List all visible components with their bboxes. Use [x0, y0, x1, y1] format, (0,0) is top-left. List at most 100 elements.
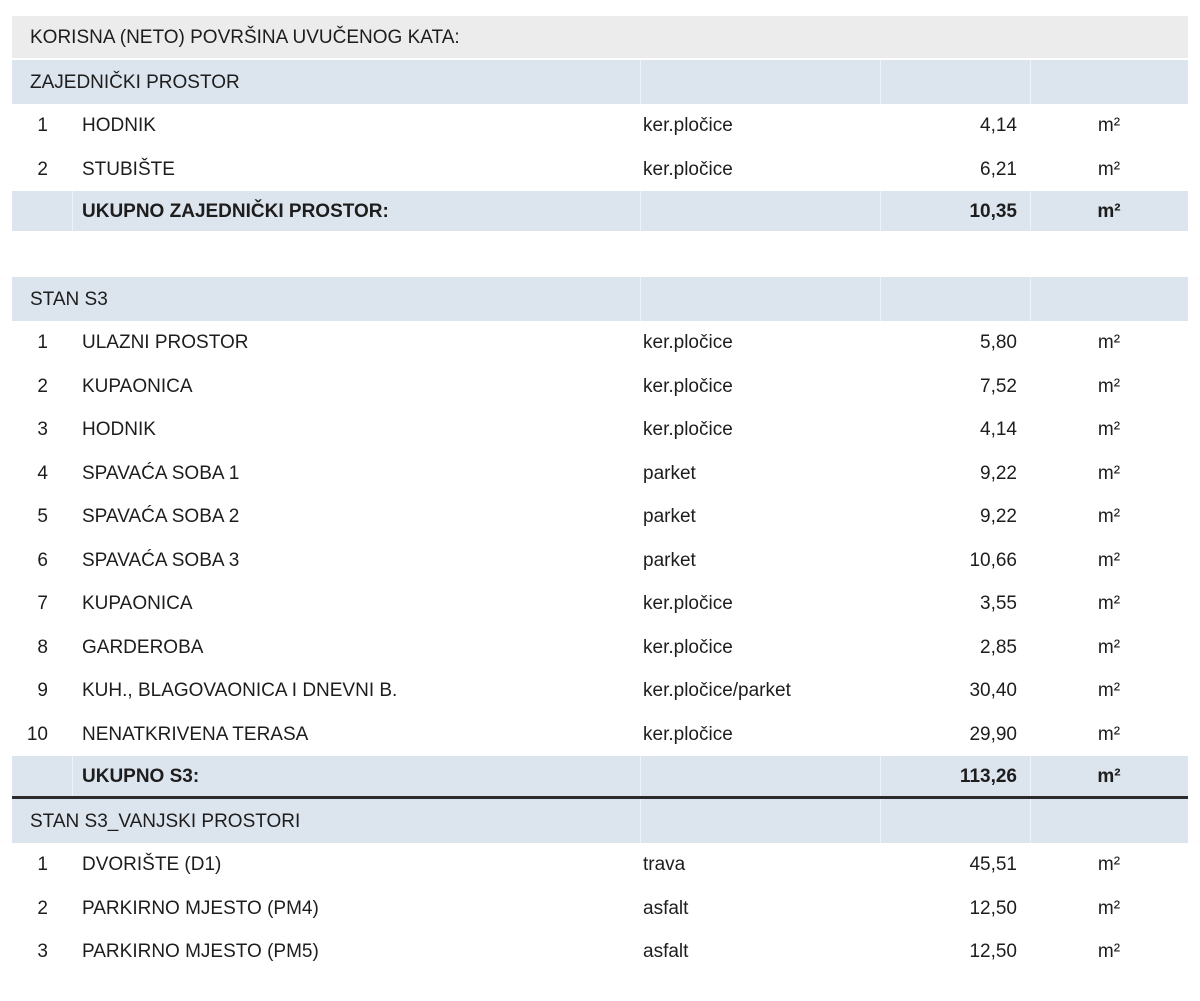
table-row: 1 HODNIK ker.pločice 4,14 m² [12, 104, 1188, 148]
row-number-cell: 5 [37, 506, 48, 528]
column-divider [880, 60, 881, 104]
unit-cell: m² [1097, 854, 1121, 876]
unit-cell: m² [1097, 636, 1121, 658]
area-value-cell: 4,14 [980, 115, 1017, 137]
row-number-cell: 9 [37, 680, 48, 702]
table-title-row: KORISNA (NETO) POVRŠINA UVUČENOG KATA: [12, 16, 1188, 58]
material-cell: asfalt [643, 897, 689, 919]
material-cell: parket [643, 549, 696, 571]
room-name-cell: KUPAONICA [82, 375, 193, 397]
column-divider [640, 191, 641, 231]
unit-cell: m² [1097, 897, 1121, 919]
section-header-row: STAN S3_VANJSKI PROSTORI [12, 799, 1188, 843]
area-specification-table: KORISNA (NETO) POVRŠINA UVUČENOG KATA: Z… [12, 16, 1188, 974]
row-number-cell: 4 [37, 462, 48, 484]
row-number-cell: 2 [37, 375, 48, 397]
unit-cell: m² [1097, 332, 1121, 354]
area-value-cell: 10,66 [969, 549, 1017, 571]
material-cell: ker.pločice/parket [643, 680, 791, 702]
area-value-cell: 6,21 [980, 158, 1017, 180]
column-divider [640, 277, 641, 321]
unit-cell: m² [1097, 462, 1121, 484]
table-row: 9 KUH., BLAGOVAONICA I DNEVNI B. ker.ploči… [12, 669, 1188, 713]
unit-cell: m² [1097, 158, 1121, 180]
material-cell: parket [643, 506, 696, 528]
area-value-cell: 3,55 [980, 593, 1017, 615]
material-cell: ker.pločice [643, 636, 733, 658]
section-header-label: STAN S3 [30, 288, 108, 310]
column-divider [1030, 60, 1031, 104]
area-value-cell: 45,51 [969, 854, 1017, 876]
row-number-cell: 1 [37, 332, 48, 354]
material-cell: ker.pločice [643, 419, 733, 441]
section-total-row: UKUPNO S3: 113,26 m² [12, 756, 1188, 799]
table-row: 7 KUPAONICA ker.pločice 3,55 m² [12, 582, 1188, 626]
column-divider [640, 60, 641, 104]
column-divider [1030, 799, 1031, 843]
row-number-cell: 1 [37, 115, 48, 137]
table-row: 3 PARKIRNO MJESTO (PM5) asfalt 12,50 m² [12, 930, 1188, 974]
room-name-cell: SPAVAĆA SOBA 2 [82, 506, 240, 528]
total-label-cell: UKUPNO ZAJEDNIČKI PROSTOR: [82, 200, 389, 222]
unit-cell: m² [1097, 375, 1121, 397]
material-cell: ker.pločice [643, 593, 733, 615]
room-name-cell: HODNIK [82, 419, 156, 441]
table-row: 6 SPAVAĆA SOBA 3 parket 10,66 m² [12, 539, 1188, 583]
table-sections: ZAJEDNIČKI PROSTOR 1 HODNIK ker.pločice 4,14… [12, 60, 1188, 974]
section-header-row: ZAJEDNIČKI PROSTOR [12, 60, 1188, 104]
table-row: 4 SPAVAĆA SOBA 1 parket 9,22 m² [12, 452, 1188, 496]
table-row: 10 NENATKRIVENA TERASA ker.pločice 29,90 m² [12, 713, 1188, 757]
column-divider [880, 277, 881, 321]
area-value-cell: 7,52 [980, 375, 1017, 397]
unit-cell: m² [1097, 941, 1121, 963]
row-number-cell: 6 [37, 549, 48, 571]
room-name-cell: STUBIŠTE [82, 158, 175, 180]
room-name-cell: KUH., BLAGOVAONICA I DNEVNI B. [82, 680, 398, 702]
area-value-cell: 9,22 [980, 462, 1017, 484]
column-divider [1030, 277, 1031, 321]
material-cell: parket [643, 462, 696, 484]
column-divider [880, 799, 881, 843]
table-row: 5 SPAVAĆA SOBA 2 parket 9,22 m² [12, 495, 1188, 539]
section-header-label: ZAJEDNIČKI PROSTOR [30, 71, 240, 93]
unit-cell: m² [1097, 419, 1121, 441]
row-number-cell: 2 [37, 158, 48, 180]
area-value-cell: 4,14 [980, 419, 1017, 441]
table-row: 1 DVORIŠTE (D1) trava 45,51 m² [12, 843, 1188, 887]
row-number-cell: 2 [37, 897, 48, 919]
material-cell: asfalt [643, 941, 689, 963]
room-name-cell: SPAVAĆA SOBA 1 [82, 462, 240, 484]
area-value-cell: 30,40 [969, 680, 1017, 702]
unit-cell: m² [1097, 115, 1121, 137]
material-cell: ker.pločice [643, 332, 733, 354]
area-value-cell: 2,85 [980, 636, 1017, 658]
room-name-cell: SPAVAĆA SOBA 3 [82, 549, 240, 571]
total-unit-cell: m² [1097, 200, 1121, 222]
table-row: 8 GARDEROBA ker.pločice 2,85 m² [12, 626, 1188, 670]
room-name-cell: DVORIŠTE (D1) [82, 854, 222, 876]
table-row: 3 HODNIK ker.pločice 4,14 m² [12, 408, 1188, 452]
area-value-cell: 29,90 [969, 723, 1017, 745]
table-row: 2 STUBIŠTE ker.pločice 6,21 m² [12, 148, 1188, 192]
room-name-cell: GARDEROBA [82, 636, 204, 658]
total-area-cell: 10,35 [969, 200, 1017, 222]
row-number-cell: 3 [37, 941, 48, 963]
section-header-row: STAN S3 [12, 277, 1188, 321]
unit-cell: m² [1097, 593, 1121, 615]
unit-cell: m² [1097, 506, 1121, 528]
row-number-cell: 1 [37, 854, 48, 876]
column-divider [640, 756, 641, 796]
unit-cell: m² [1097, 680, 1121, 702]
table-title: KORISNA (NETO) POVRŠINA UVUČENOG KATA: [30, 26, 460, 48]
column-divider [640, 799, 641, 843]
area-value-cell: 9,22 [980, 506, 1017, 528]
unit-cell: m² [1097, 723, 1121, 745]
room-name-cell: HODNIK [82, 115, 156, 137]
material-cell: trava [643, 854, 686, 876]
table-row: 2 KUPAONICA ker.pločice 7,52 m² [12, 365, 1188, 409]
area-value-cell: 12,50 [969, 941, 1017, 963]
material-cell: ker.pločice [643, 158, 733, 180]
section-total-row: UKUPNO ZAJEDNIČKI PROSTOR: 10,35 m² [12, 191, 1188, 231]
section-header-label: STAN S3_VANJSKI PROSTORI [30, 810, 301, 832]
